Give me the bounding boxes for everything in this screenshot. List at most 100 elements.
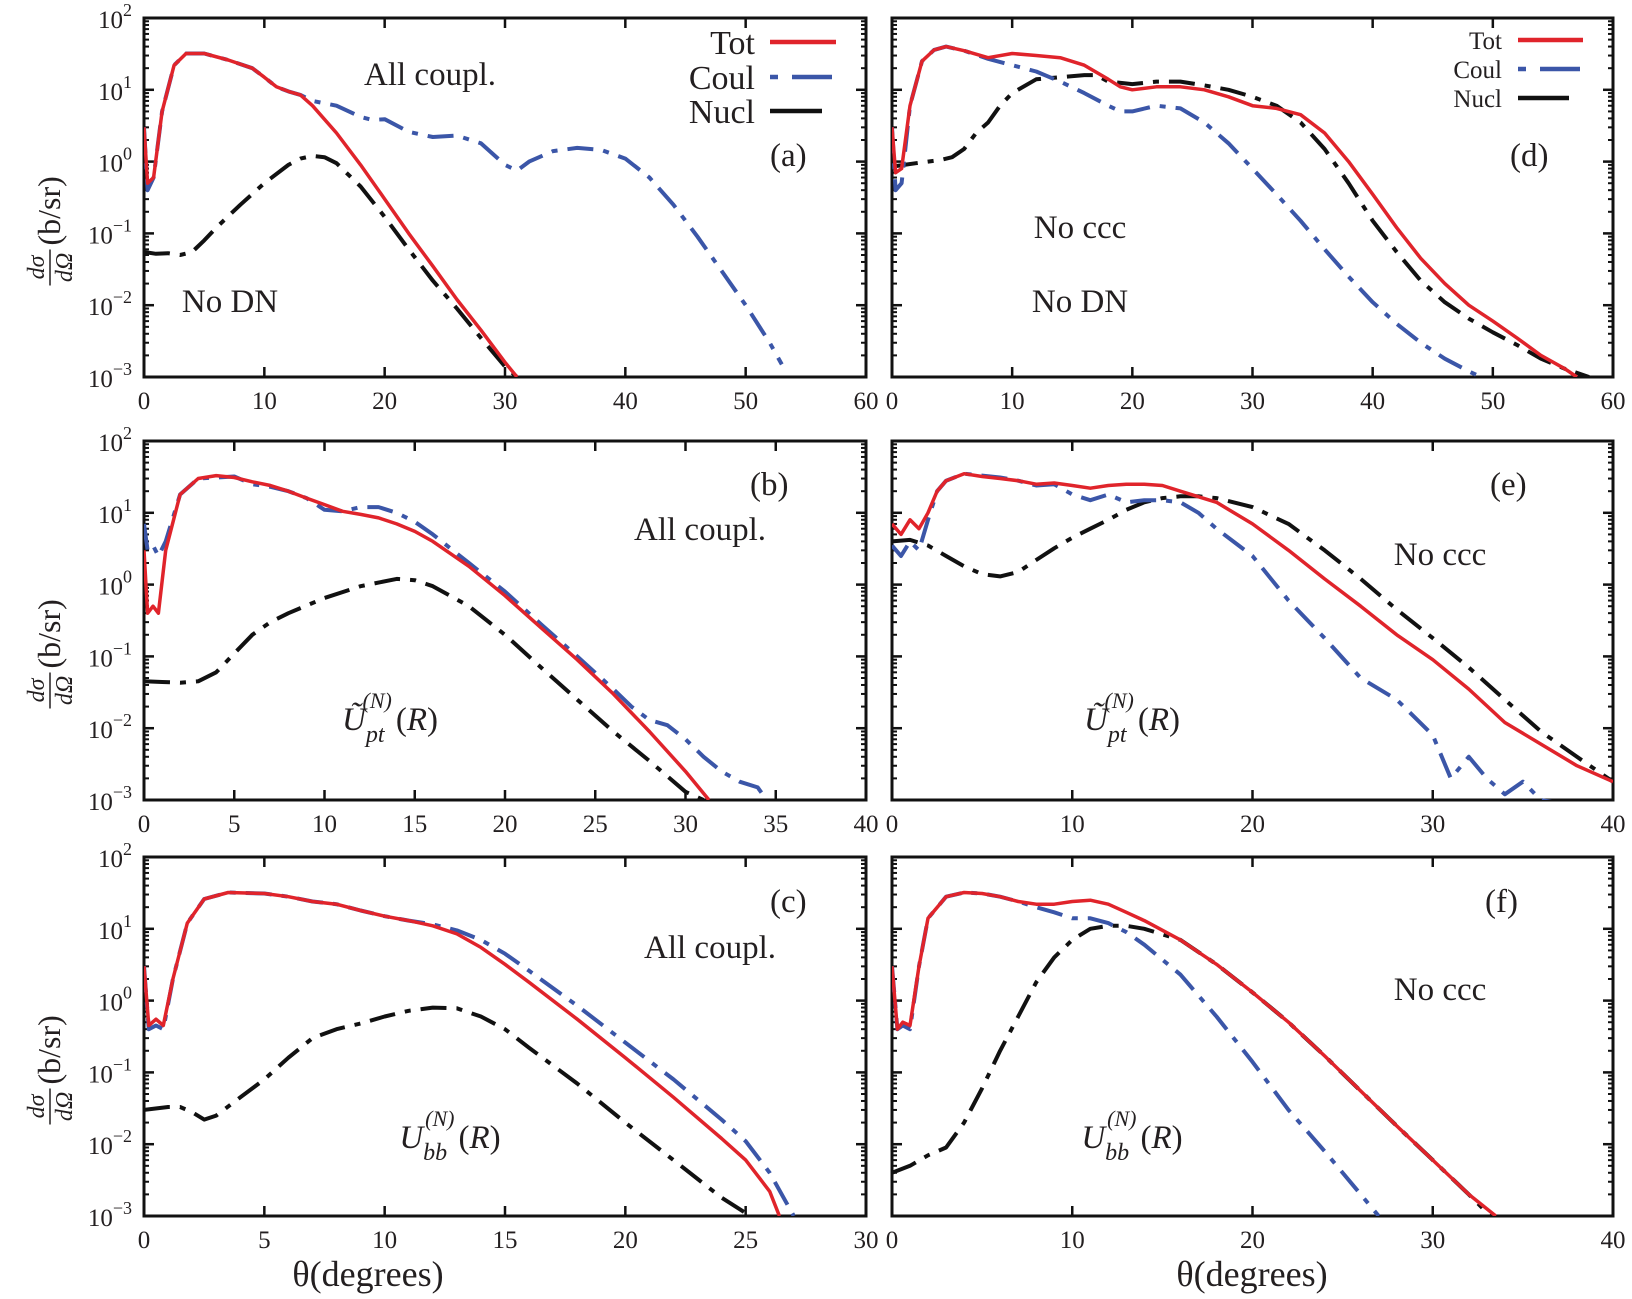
y-axis-label: dσ dΩ (b/sr) (24, 176, 78, 286)
y-tick-label: 10−3 (88, 782, 132, 816)
x-tick-label: 15 (493, 1227, 518, 1254)
panel-b: 10−3 10−2 10−1 100 101 102 dσ dΩ (b/sr) 0 5 10 15 20 2… (24, 423, 879, 838)
x-axis-label-right: θ(degrees) (1176, 1254, 1327, 1294)
x-axis-label-left: θ(degrees) (292, 1254, 443, 1294)
panel-e: 0 10 20 30 40 (e)No ccc Ũpt(N)(R) (886, 439, 1626, 838)
legend-item-tot: Tot (1469, 28, 1583, 55)
x-tick-label: 25 (583, 811, 608, 838)
series-line-coul (892, 890, 1381, 1216)
x-tick-label: 5 (258, 1227, 271, 1254)
series-line-tot (892, 890, 1497, 1216)
x-tick-label: 30 (1420, 1227, 1445, 1254)
x-tick-label: 20 (1240, 811, 1265, 838)
series-group (144, 51, 784, 377)
x-tick-label: 60 (1601, 388, 1626, 415)
legend-label: Nucl (1453, 86, 1502, 113)
x-tick-label: 20 (613, 1227, 638, 1254)
series-line-tot (144, 51, 519, 377)
series-group (144, 890, 796, 1216)
y-tick-label: 10−1 (88, 215, 132, 249)
series-line-nucl (892, 923, 1492, 1216)
potential-annotation: Ubb(N)(R) (1081, 1106, 1182, 1166)
svg-text:dΩ: dΩ (52, 676, 78, 705)
series-line-tot (144, 473, 711, 800)
y-tick-label: 10−2 (88, 287, 132, 321)
series-group (892, 44, 1590, 377)
series-line-nucl (892, 494, 1613, 784)
y-tick-label: 10−2 (88, 710, 132, 744)
x-tick-label: 10 (1000, 388, 1025, 415)
panel-annotation: No ccc (1394, 537, 1487, 573)
panel-f: 0 10 20 30 40 (f) No ccc Ubb(N)(R) (886, 855, 1626, 1254)
x-tick-label: 10 (312, 811, 337, 838)
series-line-tot (892, 44, 1578, 377)
x-tick-label: 30 (1240, 388, 1265, 415)
y-tick-label: 102 (98, 839, 132, 873)
series-group (892, 471, 1613, 800)
panel-label: (e) (1490, 467, 1527, 503)
y-tick-label: 10−2 (88, 1126, 132, 1160)
series-group (144, 473, 769, 800)
x-tick-label: 40 (854, 811, 879, 838)
y-axis-label: dσ dΩ (b/sr) (24, 1015, 78, 1125)
legend-item-coul: Coul (1453, 57, 1583, 84)
x-tick-label: 35 (763, 811, 788, 838)
legend-item-nucl: Nucl (689, 94, 822, 131)
legend-label: Nucl (689, 94, 755, 131)
x-tick-label: 50 (733, 388, 758, 415)
x-tick-label: 0 (886, 1227, 899, 1254)
panel-annotation: All coupl. (634, 512, 766, 548)
y-tick-label: 101 (98, 72, 132, 106)
panel-label: (d) (1510, 138, 1548, 174)
x-tick-label: 30 (1420, 811, 1445, 838)
x-tick-label: 15 (402, 811, 427, 838)
y-axis-label: dσ dΩ (b/sr) (24, 599, 78, 709)
svg-text:(b/sr): (b/sr) (31, 1015, 67, 1084)
x-tick-label: 30 (854, 1227, 879, 1254)
svg-text:dσ: dσ (24, 1093, 50, 1118)
x-tick-label: 30 (493, 388, 518, 415)
x-tick-label: 25 (733, 1227, 758, 1254)
panel-label: (b) (750, 467, 788, 503)
x-tick-label: 50 (1480, 388, 1505, 415)
series-line-coul (892, 471, 1552, 800)
y-tick-label: 10−1 (88, 638, 132, 672)
panel-annotation: No DN (182, 284, 278, 320)
y-tick-label: 102 (98, 0, 132, 34)
panel-label: (f) (1485, 884, 1518, 920)
x-tick-label: 40 (1601, 811, 1626, 838)
panel-label: (c) (770, 884, 807, 920)
panel-annotation: No DN (1032, 284, 1128, 320)
x-tick-label: 0 (138, 388, 151, 415)
panel-annotation: All coupl. (644, 930, 776, 966)
x-tick-label: 40 (613, 388, 638, 415)
x-tick-label: 10 (252, 388, 277, 415)
x-tick-label: 0 (138, 1227, 151, 1254)
x-tick-label: 10 (1060, 811, 1085, 838)
x-tick-label: 40 (1360, 388, 1385, 415)
legend-label: Tot (1469, 28, 1502, 55)
svg-text:dσ: dσ (24, 254, 50, 279)
series-group (892, 890, 1497, 1216)
panel-a: 10−3 10−2 10−1 100 101 102 dσ dΩ (b/sr) 0 10 20 30 40… (24, 0, 879, 415)
legend-label: Coul (1453, 57, 1502, 84)
plot-frame (890, 16, 1615, 379)
potential-annotation: Ũpt(N)(R) (1084, 688, 1180, 748)
series-line-nucl (892, 73, 1590, 377)
plot-frame (142, 855, 868, 1218)
x-tick-label: 5 (228, 811, 241, 838)
legend-label: Tot (710, 25, 755, 62)
legend-item-tot: Tot (710, 25, 836, 62)
potential-annotation: Ubb(N)(R) (399, 1106, 500, 1166)
x-tick-label: 20 (1120, 388, 1145, 415)
y-tick-label: 102 (98, 423, 132, 457)
series-line-nucl (144, 1005, 752, 1216)
potential-annotation: Ũpt(N)(R) (342, 688, 438, 748)
y-tick-label: 100 (98, 567, 132, 601)
series-line-nucl (144, 153, 519, 377)
panel-c: 10−3 10−2 10−1 100 101 102 dσ dΩ (b/sr) 0 5 10 15 20 2… (24, 839, 879, 1254)
panel-label: (a) (770, 138, 807, 174)
legend-item-coul: Coul (689, 60, 836, 97)
series-line-tot (892, 471, 1613, 784)
